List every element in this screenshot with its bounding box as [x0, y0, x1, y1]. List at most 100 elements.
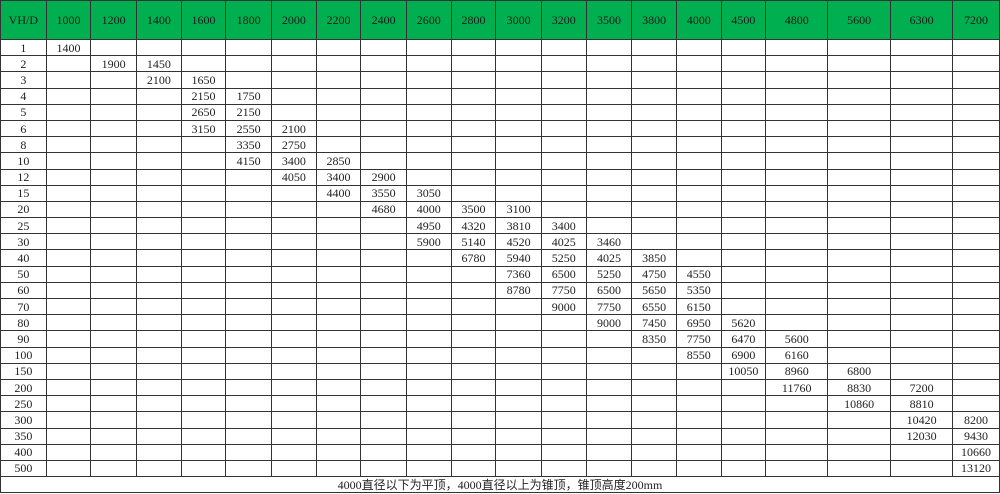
table-cell	[45, 152, 92, 170]
table-cell	[136, 459, 182, 478]
table-cell: 6550	[631, 297, 677, 316]
table-cell	[540, 87, 587, 105]
table-cell	[675, 103, 722, 121]
table-row: 12 4050 3400 2900	[0, 168, 1000, 186]
table-cell	[45, 71, 92, 89]
table-cell	[631, 217, 677, 235]
column-header: 2800	[450, 0, 497, 40]
table-cell	[495, 119, 542, 138]
table-cell	[765, 87, 829, 105]
table-cell	[450, 38, 497, 57]
table-cell	[631, 233, 677, 251]
table-cell: 3850	[631, 249, 677, 267]
table-row: 20 4680 4000 3500 3100	[0, 200, 1000, 219]
table-cell: 7750	[585, 297, 633, 316]
table-cell	[827, 119, 892, 138]
table-cell	[765, 152, 829, 170]
table-cell	[45, 443, 92, 461]
row-label: 350	[0, 427, 47, 445]
table-cell	[827, 233, 892, 251]
table-cell	[405, 314, 452, 332]
table-cell	[952, 297, 1000, 316]
table-cell: 3810	[495, 217, 542, 235]
table-cell	[890, 87, 954, 105]
table-cell	[450, 265, 497, 283]
table-cell	[90, 87, 137, 105]
table-cell	[952, 378, 1000, 397]
table-cell	[765, 411, 829, 429]
table-cell	[270, 314, 317, 332]
table-cell	[360, 411, 407, 429]
table-cell	[827, 330, 892, 348]
table-cell	[585, 87, 633, 105]
table-row: 80 9000 7450 6950 5620	[0, 314, 1000, 332]
table-cell	[720, 233, 767, 251]
table-cell	[90, 217, 137, 235]
row-label: 300	[0, 411, 47, 429]
table-cell: 8550	[675, 346, 722, 364]
table-cell	[631, 168, 677, 186]
table-cell	[315, 459, 362, 478]
table-cell	[136, 346, 182, 364]
table-cell	[90, 249, 137, 267]
table-cell	[45, 297, 92, 316]
table-row: 50 7360 6500 5250 4750 4550	[0, 265, 1000, 283]
corner-header: VH/D	[0, 0, 47, 40]
table-cell	[540, 346, 587, 364]
table-cell	[45, 281, 92, 300]
table-cell	[631, 200, 677, 219]
row-label: 30	[0, 233, 47, 251]
table-cell	[45, 249, 92, 267]
table-cell	[765, 184, 829, 202]
table-cell	[827, 427, 892, 445]
table-cell	[890, 136, 954, 154]
table-cell	[90, 427, 137, 445]
table-cell: 6950	[675, 314, 722, 332]
table-cell	[315, 55, 362, 73]
table-cell	[765, 459, 829, 478]
table-cell: 4320	[450, 217, 497, 235]
table-cell	[495, 314, 542, 332]
table-cell	[890, 217, 954, 235]
table-cell: 7200	[890, 378, 954, 397]
table-cell	[405, 136, 452, 154]
row-label: 100	[0, 346, 47, 364]
table-cell	[180, 249, 227, 267]
table-cell	[495, 136, 542, 154]
table-row: 70 9000 7750 6550 6150	[0, 297, 1000, 316]
table-cell	[136, 249, 182, 267]
table-cell	[952, 233, 1000, 251]
table-cell	[827, 103, 892, 121]
table-cell	[890, 443, 954, 461]
table-row: 4 2150 1750	[0, 87, 1000, 105]
row-label: 60	[0, 281, 47, 300]
table-cell	[952, 314, 1000, 332]
table-cell	[585, 152, 633, 170]
table-cell	[495, 87, 542, 105]
column-header: 5600	[827, 0, 892, 40]
table-cell	[270, 297, 317, 316]
table-cell	[360, 217, 407, 235]
table-cell	[180, 459, 227, 478]
table-cell	[225, 346, 272, 364]
table-cell	[540, 184, 587, 202]
table-cell	[495, 152, 542, 170]
table-cell	[540, 200, 587, 219]
table-cell	[450, 55, 497, 73]
table-cell	[45, 378, 92, 397]
table-cell	[952, 71, 1000, 89]
table-cell	[315, 119, 362, 138]
header-row: VH/D 1000 1200 1400 1600 1800 2000 2200 2400 260…	[0, 0, 1000, 40]
table-cell	[450, 71, 497, 89]
table-cell	[136, 136, 182, 154]
table-cell	[405, 427, 452, 445]
table-cell	[952, 152, 1000, 170]
table-cell	[405, 378, 452, 397]
row-label: 8	[0, 136, 47, 154]
table-cell: 2650	[180, 103, 227, 121]
table-cell: 10050	[720, 362, 767, 380]
table-cell: 10660	[952, 443, 1000, 461]
column-header: 1400	[136, 0, 182, 40]
table-row: 3 2100 1650	[0, 71, 1000, 89]
table-cell	[136, 38, 182, 57]
